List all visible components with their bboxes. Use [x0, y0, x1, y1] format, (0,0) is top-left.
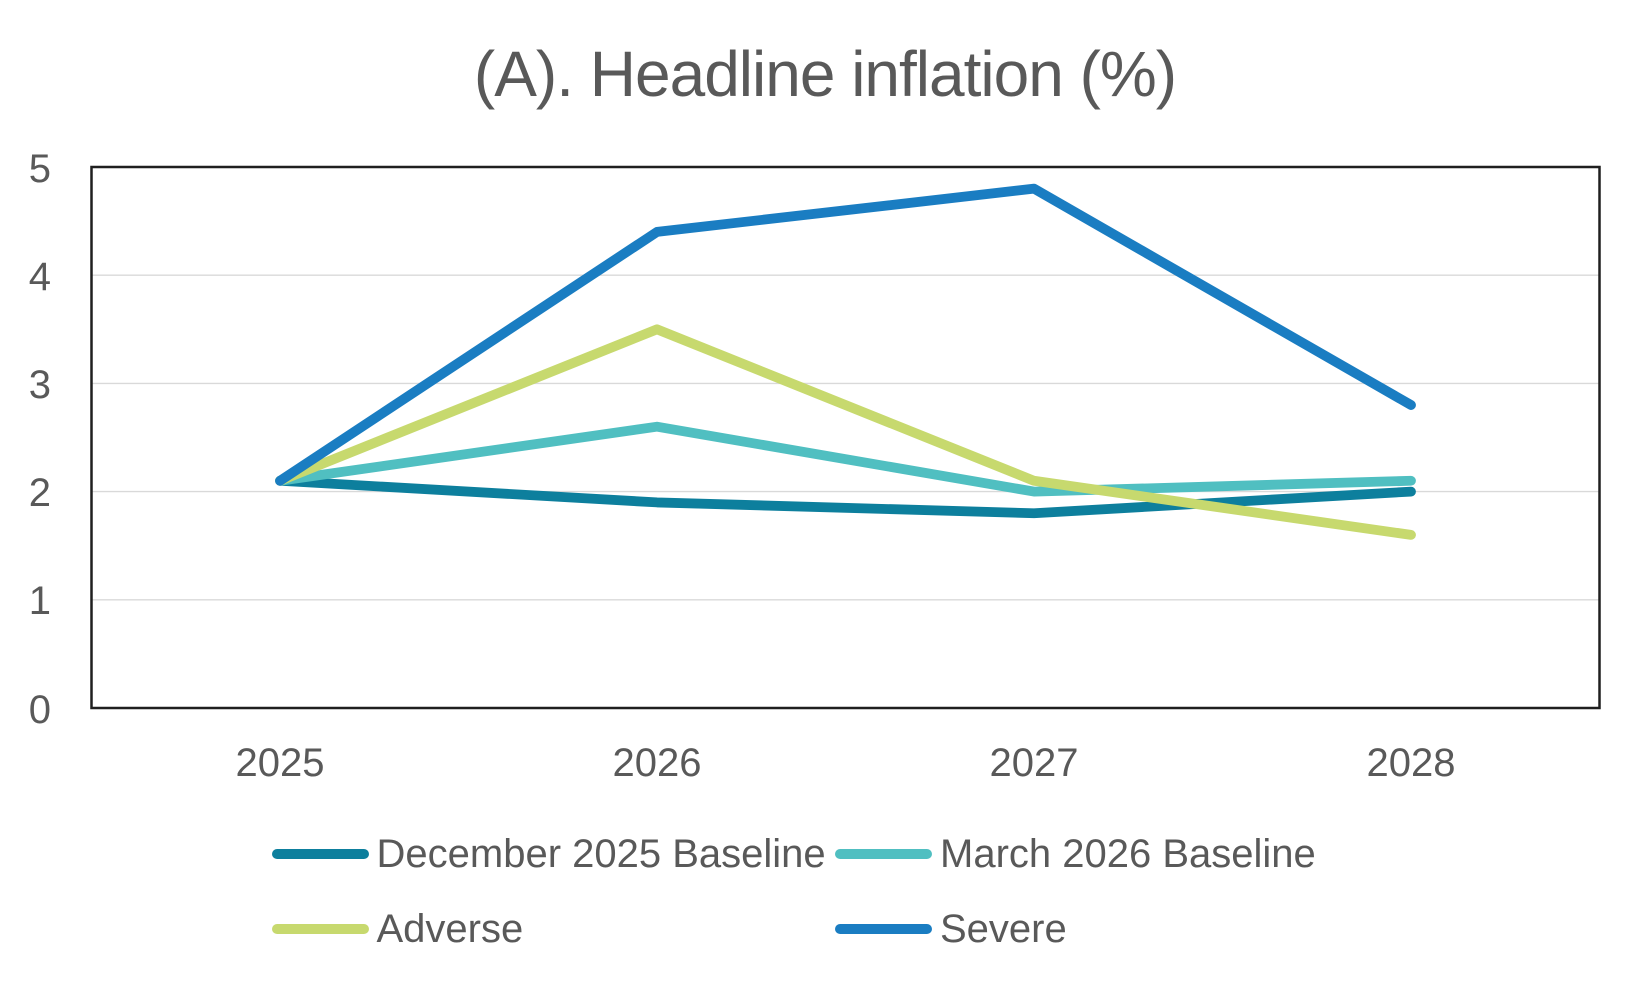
y-axis-label-4: 4 — [28, 254, 51, 299]
legend-line-marker — [271, 923, 369, 934]
series-line-adverse — [275, 324, 1416, 540]
legend-line-marker — [835, 849, 932, 859]
legend-item-december-2025-baseline: December 2025 Baseline — [271, 831, 826, 877]
series-line-march-2026-baseline — [275, 421, 1416, 497]
legend-label: Severe — [940, 906, 1067, 951]
series-line-severe — [275, 183, 1416, 486]
legend-line-marker — [271, 849, 369, 859]
y-axis-label-5: 5 — [28, 146, 51, 191]
plot-border — [90, 165, 1601, 710]
legend-label: March 2026 Baseline — [940, 832, 1316, 876]
legend-item-march-2026-baseline: March 2026 Baseline — [835, 831, 1316, 877]
x-axis-label-2025: 2025 — [235, 740, 325, 785]
y-axis-label-3: 3 — [28, 362, 51, 407]
gridlines — [91, 274, 1600, 601]
y-axis-label-2: 2 — [28, 471, 51, 516]
legend-line-marker — [835, 923, 932, 934]
x-axis-label-2028: 2028 — [1366, 740, 1456, 785]
legend-item-adverse: Adverse — [271, 906, 524, 952]
legend-label: December 2025 Baseline — [376, 832, 826, 876]
chart-title: (A). Headline inflation (%) — [473, 38, 1177, 110]
series-lines — [275, 183, 1416, 540]
x-axis-label-2026: 2026 — [612, 740, 702, 785]
y-axis-label-0: 0 — [28, 687, 51, 732]
y-axis-label-1: 1 — [28, 579, 51, 624]
legend-label: Adverse — [376, 906, 524, 951]
series-line-december-2025-baseline — [275, 475, 1416, 519]
legend-item-severe: Severe — [835, 906, 1067, 952]
x-axis-label-2027: 2027 — [989, 740, 1079, 785]
